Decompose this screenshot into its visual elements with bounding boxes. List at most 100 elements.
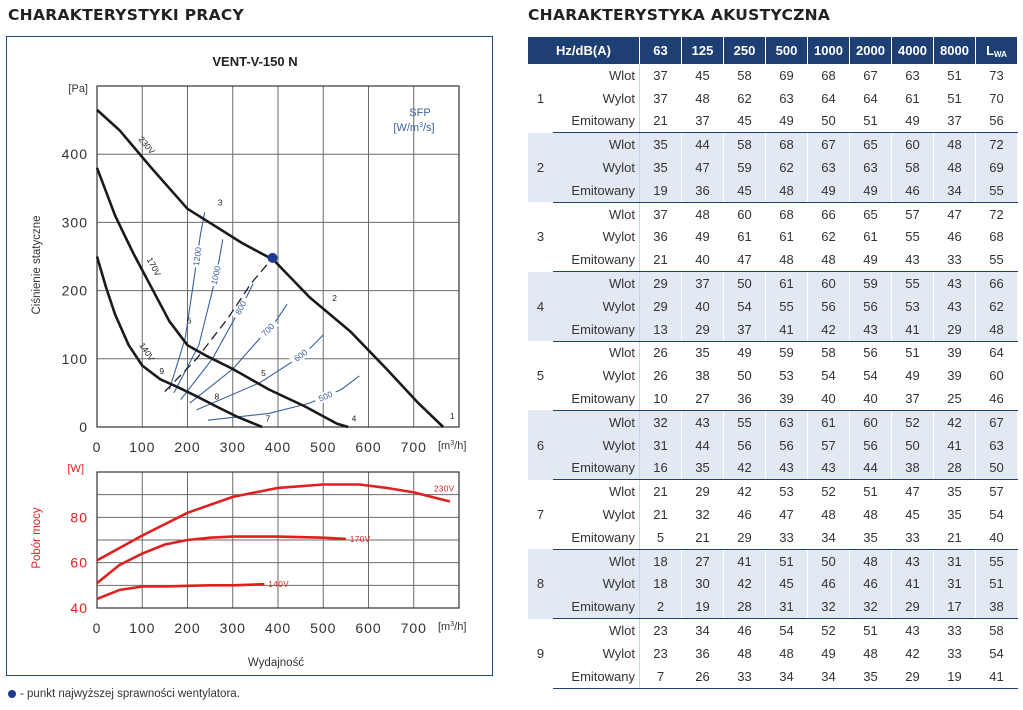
value-cell: 60 [975, 364, 1018, 388]
group-id-cell: 5 [528, 341, 553, 411]
value-cell: 55 [975, 549, 1018, 573]
value-cell: 48 [765, 248, 808, 273]
table-row: Wylot 29 40 54 55 56 56 53 43 62 [528, 294, 1018, 318]
power-x-tick-label: 600 [355, 620, 381, 636]
value-cell: 33 [891, 525, 934, 550]
group-id-cell: 7 [528, 479, 553, 550]
value-cell: 19 [681, 595, 724, 620]
value-cell: 51 [933, 86, 976, 110]
value-cell: 65 [849, 202, 892, 226]
source-cell: Emitowany [553, 595, 640, 620]
source-cell: Wlot [553, 410, 640, 434]
power-y-axis-label: Pobór mocy [31, 507, 43, 569]
pressure-y-tick-label: 100 [62, 351, 88, 367]
value-cell: 49 [849, 178, 892, 203]
power-x-tick-label: 700 [401, 620, 427, 636]
value-cell: 45 [765, 572, 808, 596]
value-cell: 52 [807, 479, 850, 504]
value-cell: 48 [807, 503, 850, 526]
power-x-tick-label: 400 [265, 620, 291, 636]
value-cell: 51 [975, 572, 1018, 596]
value-cell: 65 [849, 132, 892, 157]
value-cell: 48 [975, 317, 1018, 342]
acoustic-table-header: Hz/dB(A) 63 125 250 500 1000 2000 4000 8000 LWA [528, 37, 1018, 64]
frequency-header-cell: 1000 [807, 37, 850, 64]
source-cell: Wylot [553, 641, 640, 665]
value-cell: 53 [765, 479, 808, 504]
value-cell: 43 [849, 317, 892, 342]
source-cell: Wylot [553, 156, 640, 179]
sfp-label-bg [288, 344, 313, 367]
value-cell: 58 [723, 132, 766, 157]
value-cell: 47 [723, 248, 766, 273]
table-row: Wylot 35 47 59 62 63 63 58 48 69 [528, 156, 1018, 179]
value-cell: 40 [975, 525, 1018, 550]
operating-point-label: 6 [186, 315, 191, 325]
value-cell: 70 [975, 86, 1018, 110]
table-row: Wylot 26 38 50 53 54 54 49 39 60 [528, 364, 1018, 388]
source-cell: Emitowany [553, 317, 640, 342]
source-cell: Wlot [553, 618, 640, 642]
operating-point-label: 8 [215, 392, 220, 402]
value-cell: 64 [849, 86, 892, 110]
value-cell: 21 [639, 248, 682, 273]
frequency-header-cell: 2000 [849, 37, 892, 64]
value-cell: 13 [639, 317, 682, 342]
value-cell: 37 [639, 64, 682, 87]
value-cell: 16 [639, 456, 682, 481]
pressure-x-tick-label: 700 [401, 439, 427, 455]
value-cell: 32 [807, 595, 850, 620]
value-cell: 54 [765, 618, 808, 642]
value-cell: 38 [891, 456, 934, 481]
source-cell: Wlot [553, 202, 640, 226]
value-cell: 43 [891, 248, 934, 273]
value-cell: 42 [891, 641, 934, 665]
value-cell: 32 [639, 410, 682, 434]
value-cell: 69 [765, 64, 808, 87]
sfp-label-bg [313, 387, 338, 406]
value-cell: 26 [681, 664, 724, 689]
value-cell: 47 [681, 156, 724, 179]
value-cell: 63 [765, 86, 808, 110]
value-cell: 67 [975, 410, 1018, 434]
value-cell: 46 [807, 572, 850, 596]
value-cell: 45 [681, 64, 724, 87]
operating-point-label: 1 [450, 411, 455, 421]
source-cell: Wlot [553, 341, 640, 365]
value-cell: 10 [639, 387, 682, 411]
power-series-label: 170V [350, 535, 371, 544]
value-cell: 36 [639, 225, 682, 249]
value-cell: 52 [807, 618, 850, 642]
value-cell: 55 [975, 178, 1018, 203]
value-cell: 61 [891, 86, 934, 110]
value-cell: 39 [765, 387, 808, 411]
value-cell: 37 [681, 271, 724, 295]
value-cell: 37 [933, 109, 976, 134]
power-y-axis-unit: [W] [68, 463, 85, 475]
source-cell: Emitowany [553, 178, 640, 203]
value-cell: 43 [681, 410, 724, 434]
value-cell: 61 [849, 225, 892, 249]
table-row: 5 Wlot 26 35 49 59 58 56 51 39 64 [528, 341, 1018, 411]
value-cell: 35 [849, 664, 892, 689]
value-cell: 42 [807, 317, 850, 342]
value-cell: 67 [807, 132, 850, 157]
value-cell: 34 [807, 664, 850, 689]
value-cell: 21 [639, 503, 682, 526]
value-cell: 57 [807, 433, 850, 457]
chart-frame [6, 36, 493, 676]
value-cell: 40 [807, 387, 850, 411]
value-cell: 72 [975, 202, 1018, 226]
value-cell: 68 [765, 132, 808, 157]
value-cell: 48 [933, 132, 976, 157]
acoustic-table: Hz/dB(A) 63 125 250 500 1000 2000 4000 8000 LWA 1… [528, 37, 1018, 689]
footnote-text: - punkt najwyższej sprawności wentylator… [20, 688, 240, 700]
value-cell: 73 [975, 64, 1018, 87]
value-cell: 41 [765, 317, 808, 342]
power-series-line [96, 582, 265, 601]
source-cell: Emitowany [553, 525, 640, 550]
value-cell: 54 [807, 364, 850, 388]
value-cell: 35 [933, 503, 976, 526]
source-cell: Emitowany [553, 456, 640, 481]
value-cell: 62 [765, 156, 808, 179]
